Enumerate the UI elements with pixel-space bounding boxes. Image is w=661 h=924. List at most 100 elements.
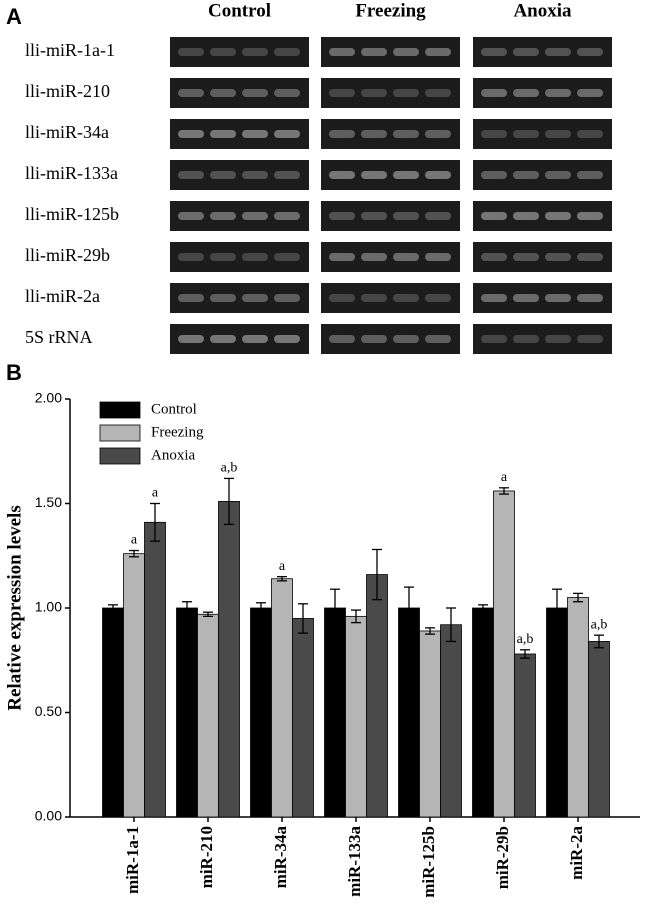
legend-label: Control: [151, 401, 197, 417]
x-tick-label: miR-133a: [345, 826, 364, 897]
panel-label: A: [6, 4, 22, 29]
error-bar: [224, 477, 234, 526]
gel-band: [242, 253, 268, 261]
gel-band: [210, 130, 236, 138]
gel-band: [425, 335, 451, 343]
gel-band: [329, 130, 355, 138]
gel-band: [393, 171, 419, 179]
gel-band: [393, 294, 419, 302]
y-tick-label: 0.00: [35, 808, 62, 824]
bar: [144, 521, 166, 818]
bar: [292, 618, 314, 818]
gene-label: lli-miR-2a: [25, 286, 100, 306]
condition-header: Freezing: [355, 0, 426, 21]
error-bar: [478, 604, 488, 612]
gel-band: [329, 212, 355, 220]
y-tick-label: 0.50: [35, 703, 62, 719]
bar: [398, 607, 420, 818]
gel-band: [361, 89, 387, 97]
error-bar: [277, 576, 287, 582]
error-bar: [573, 592, 583, 603]
gel-band: [545, 48, 571, 56]
gel-band: [425, 171, 451, 179]
error-bar: [182, 601, 192, 615]
significance-label: a: [501, 470, 508, 485]
error-bar: [203, 611, 213, 618]
gel-band: [577, 253, 603, 261]
gel-band: [481, 89, 507, 97]
gel-band: [361, 171, 387, 179]
bar: [123, 553, 145, 818]
bar: [546, 607, 568, 818]
gel-band: [425, 48, 451, 56]
gel-band: [242, 294, 268, 302]
gel-band: [393, 130, 419, 138]
gel-band: [545, 294, 571, 302]
legend-swatch: [99, 447, 141, 465]
gel-band: [513, 171, 539, 179]
bar: [366, 574, 388, 818]
bar: [176, 607, 198, 818]
gel-band: [274, 294, 300, 302]
gel-band: [425, 89, 451, 97]
gel-band: [513, 253, 539, 261]
gel-band: [577, 294, 603, 302]
gel-band: [210, 294, 236, 302]
x-tick-label: miR-125b: [419, 826, 438, 898]
gel-band: [481, 253, 507, 261]
gel-band: [242, 335, 268, 343]
gel-band: [545, 171, 571, 179]
error-bar: [594, 634, 604, 649]
gel-band: [481, 48, 507, 56]
gel-band: [481, 212, 507, 220]
gel-band: [242, 48, 268, 56]
bar: [324, 607, 346, 818]
legend-swatch: [99, 424, 141, 442]
gel-band: [393, 335, 419, 343]
bar: [218, 501, 240, 818]
bar: [472, 607, 494, 818]
significance-label: a: [279, 559, 286, 574]
error-bar: [129, 549, 139, 558]
error-bar: [298, 603, 308, 634]
gel-band: [210, 253, 236, 261]
gel-band: [577, 130, 603, 138]
gel-band: [178, 130, 204, 138]
gel-band: [242, 212, 268, 220]
error-bar: [446, 607, 456, 643]
gel-band: [577, 212, 603, 220]
gel-band: [361, 212, 387, 220]
gel-band: [178, 171, 204, 179]
gel-band: [361, 335, 387, 343]
gene-label: 5S rRNA: [25, 327, 93, 347]
gel-band: [393, 89, 419, 97]
gel-band: [481, 171, 507, 179]
gel-band: [178, 48, 204, 56]
gel-band: [481, 335, 507, 343]
gene-label: lli-miR-125b: [25, 204, 119, 224]
gel-band: [274, 212, 300, 220]
condition-header: Anoxia: [513, 0, 572, 21]
gel-band: [242, 89, 268, 97]
gel-band: [329, 48, 355, 56]
gel-band: [513, 335, 539, 343]
legend-label: Anoxia: [151, 447, 196, 463]
x-tick-label: miR-1a-1: [123, 826, 142, 894]
gel-band: [481, 294, 507, 302]
gel-band: [178, 294, 204, 302]
gene-label: lli-miR-34a: [25, 122, 109, 142]
y-tick-label: 1.50: [35, 494, 62, 510]
x-tick-label: miR-2a: [567, 826, 586, 880]
error-bar: [150, 502, 160, 542]
legend-label: Freezing: [151, 424, 204, 440]
error-bar: [520, 649, 530, 659]
x-tick-label: miR-34a: [271, 826, 290, 889]
significance-label: a: [152, 486, 159, 501]
gel-band: [393, 212, 419, 220]
gel-band: [242, 130, 268, 138]
gel-band: [425, 294, 451, 302]
bar: [588, 641, 610, 818]
gene-label: lli-miR-1a-1: [25, 40, 115, 60]
gel-band: [425, 130, 451, 138]
